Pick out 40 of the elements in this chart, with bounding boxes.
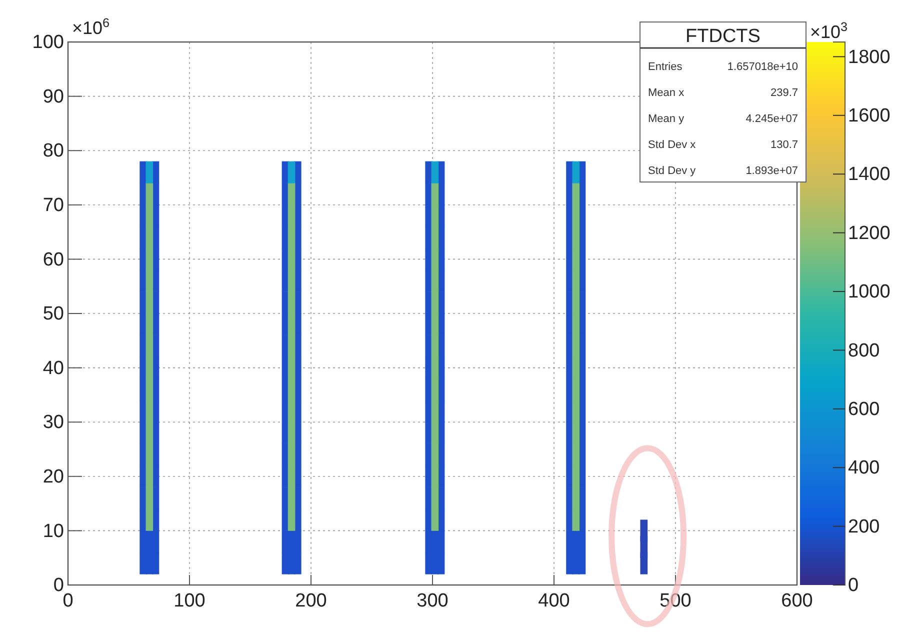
color-bar-label: 1000 (848, 282, 890, 303)
annotation: 1.657018e+10 (727, 61, 798, 73)
annotation: Mean y (648, 113, 685, 125)
y-tick-label: 0 (53, 575, 64, 596)
color-bar-label: 800 (848, 340, 880, 362)
annotation: Std Dev y (648, 165, 696, 177)
text: ×10$^{6}$ (72, 16, 110, 38)
color-bar-label: 400 (848, 458, 880, 479)
y-tick-label: 80 (42, 140, 64, 162)
y-tick-label: 70 (42, 194, 64, 216)
x-tick-label: 300 (416, 590, 448, 612)
color-bar-label: 600 (848, 398, 880, 420)
chart-title: FTDCTS (686, 26, 760, 47)
x-tick-label: 100 (174, 590, 206, 612)
y-tick-label: 30 (42, 412, 64, 434)
annotation: Mean x (648, 87, 685, 99)
annotation: 4.245e+07 (746, 113, 798, 125)
color-bar-label: 0 (848, 575, 859, 596)
x-tick-label: 200 (295, 590, 327, 612)
color-bar-label: 1800 (848, 46, 890, 68)
annotation: Std Dev x (648, 139, 696, 151)
annotation: Entries (648, 61, 683, 73)
color-bar-label: 1400 (848, 164, 890, 186)
y-tick-label: 10 (42, 520, 64, 542)
color-bar-label: 1200 (848, 222, 890, 244)
y-tick-label: 20 (42, 466, 64, 488)
y-tick-label: 50 (42, 304, 64, 325)
text: ×10$^{3}$ (810, 20, 848, 42)
color-bar-label: 200 (848, 516, 880, 538)
x-tick-label: 500 (660, 590, 692, 612)
x-tick-label: 400 (538, 590, 570, 612)
y-tick-label: 40 (42, 358, 64, 379)
annotation: 130.7 (770, 139, 798, 151)
y-tick-label: 100 (32, 32, 64, 54)
y-tick-label: 60 (42, 249, 64, 270)
annotation: 239.7 (770, 87, 798, 99)
x-tick-label: 600 (781, 590, 813, 612)
annotation: 1.893e+07 (746, 165, 798, 177)
y-tick-label: 90 (42, 86, 64, 108)
color-bar-label: 1600 (848, 105, 890, 126)
